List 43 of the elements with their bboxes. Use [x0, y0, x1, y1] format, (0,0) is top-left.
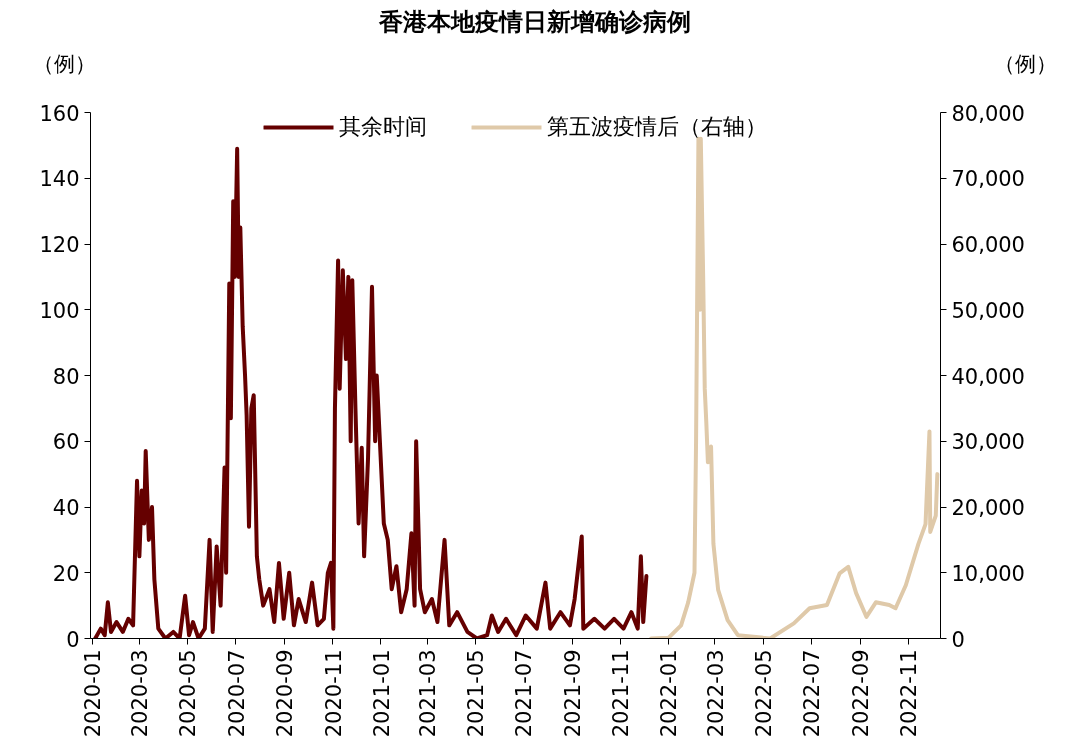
- y-tick-label: 100: [39, 298, 80, 323]
- x-tick-label: 2021-05: [464, 649, 489, 738]
- y2-tick-label: 10,000: [951, 561, 1025, 586]
- y-tick-label: 0: [66, 627, 80, 652]
- x-tick-label: 2021-03: [416, 649, 441, 738]
- x-tick-label: 2022-01: [657, 649, 682, 738]
- x-tick-label: 2020-09: [273, 649, 298, 738]
- y-tick-label: 20: [52, 561, 80, 586]
- line-series: [93, 146, 649, 639]
- y2-tick-label: 30,000: [951, 430, 1025, 455]
- legend-label: 第五波疫情后（右轴）: [546, 113, 767, 141]
- x-tick-label: 2020-11: [321, 649, 346, 738]
- y2-tick-label: 50,000: [951, 298, 1025, 323]
- y2-tick-label: 80,000: [951, 101, 1025, 126]
- y2-tick-label: 60,000: [951, 233, 1025, 257]
- y-tick-label: 140: [39, 167, 80, 192]
- y-tick-label: 40: [52, 496, 80, 520]
- x-tick-label: 2021-07: [512, 649, 537, 738]
- y-tick-label: 80: [52, 364, 80, 389]
- chart-title: 香港本地疫情日新增确诊病例: [378, 7, 692, 38]
- x-tick-label: 2021-09: [561, 649, 586, 738]
- x-tick-label: 2022-03: [703, 649, 728, 738]
- y-axis-title: （例）: [33, 51, 96, 78]
- y2-axis-title: （例）: [994, 51, 1057, 78]
- y-tick-label: 160: [39, 101, 80, 126]
- x-tick-label: 2022-07: [800, 649, 825, 738]
- x-tick-label: 2020-05: [176, 649, 201, 738]
- y2-tick-label: 0: [951, 627, 965, 652]
- x-tick-label: 2021-01: [369, 649, 394, 738]
- x-tick-label: 2021-11: [609, 649, 634, 738]
- legend-label: 其余时间: [338, 113, 427, 141]
- y2-tick-label: 20,000: [951, 496, 1025, 520]
- x-tick-label: 2020-01: [81, 649, 106, 738]
- y-tick-label: 60: [52, 430, 80, 455]
- y-tick-label: 120: [39, 233, 80, 257]
- y2-tick-label: 40,000: [951, 364, 1025, 389]
- x-tick-label: 2022-05: [752, 649, 777, 738]
- line-series: [649, 136, 940, 639]
- x-tick-label: 2022-09: [849, 649, 874, 738]
- y2-tick-label: 70,000: [951, 167, 1025, 192]
- x-tick-label: 2020-07: [224, 649, 249, 738]
- x-tick-label: 2020-03: [128, 649, 153, 738]
- x-tick-label: 2022-11: [897, 649, 922, 738]
